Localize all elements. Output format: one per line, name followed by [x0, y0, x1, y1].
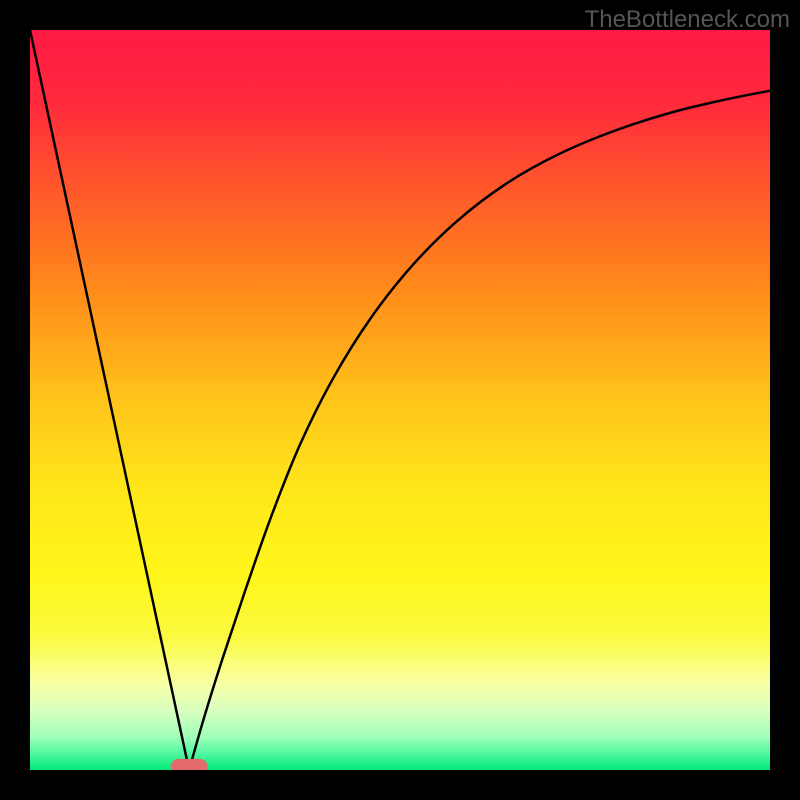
plot-area	[30, 30, 770, 770]
optimum-marker	[171, 759, 208, 770]
plot-svg	[30, 30, 770, 770]
watermark-text: TheBottleneck.com	[585, 6, 790, 34]
